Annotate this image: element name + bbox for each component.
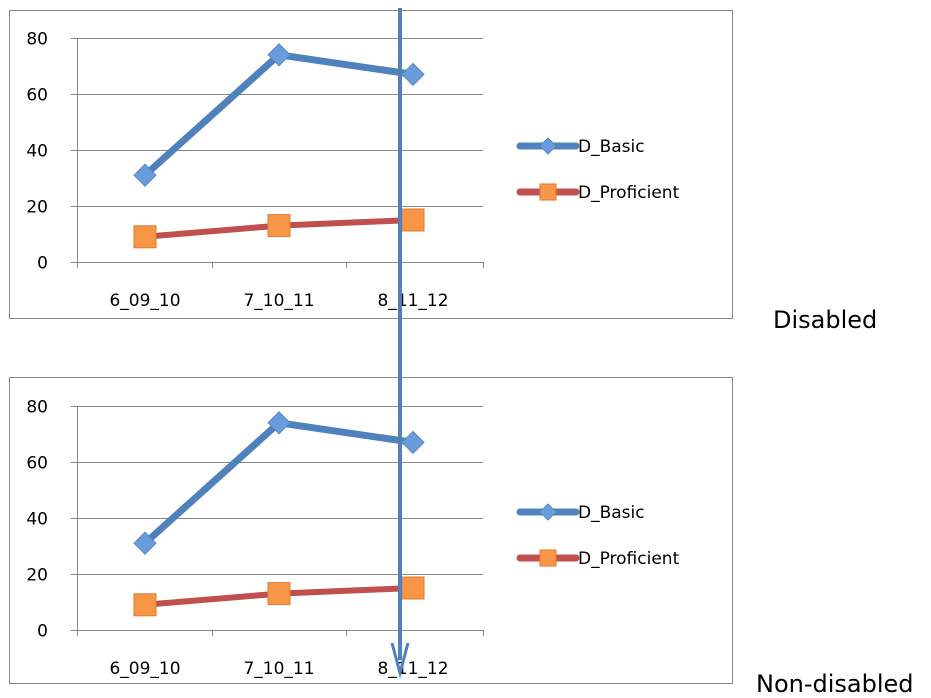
- y-tick-label: 80: [26, 398, 48, 418]
- data-point-D_Proficient: [401, 208, 425, 232]
- data-point-D_Basic: [401, 62, 425, 87]
- chart-frame: [9, 377, 733, 684]
- data-point-D_Basic: [267, 43, 291, 67]
- y-tick-label: 40: [26, 510, 48, 530]
- x-tick-label: 8_11_12: [377, 291, 448, 311]
- x-tick-label: 7_10_11: [243, 659, 314, 679]
- x-tick-label: 6_09_10: [109, 291, 180, 311]
- legend-marker-D_Basic: [539, 503, 557, 521]
- x-tick-label: 6_09_10: [109, 659, 180, 679]
- legend-label: D_Basic: [578, 137, 645, 157]
- data-point-D_Basic: [267, 411, 291, 435]
- group-label-non-disabled: Non-disabled: [756, 670, 914, 698]
- data-point-D_Basic: [133, 163, 157, 187]
- legend-label: D_Proficient: [578, 183, 680, 203]
- legend-marker-D_Proficient: [539, 549, 557, 567]
- data-point-D_Basic: [133, 531, 157, 555]
- y-tick-label: 60: [26, 454, 48, 474]
- chart-disabled: 0 20 40 60 80 6_09_10 7_10_11 8_11_12 D_Basic D_P…: [9, 10, 733, 319]
- arrow-head: [390, 642, 410, 679]
- data-point-D_Basic: [401, 430, 425, 455]
- y-tick-label: 40: [26, 142, 48, 162]
- chart-frame: [9, 10, 733, 319]
- group-label-disabled: Disabled: [773, 306, 878, 334]
- data-point-D_Proficient: [401, 576, 425, 600]
- y-tick-label: 0: [37, 254, 48, 274]
- y-tick-label: 20: [26, 198, 48, 218]
- y-tick-label: 0: [37, 622, 48, 642]
- chart-non-disabled: 0 20 40 60 80 6_09_10 7_10_11 8_11_12 D_Basic D_P…: [9, 377, 733, 684]
- y-tick-label: 20: [26, 566, 48, 586]
- x-tick-label: 8_11_12: [377, 659, 448, 679]
- data-point-D_Proficient: [267, 582, 291, 606]
- legend-label: D_Basic: [578, 503, 645, 523]
- data-point-D_Proficient: [267, 214, 291, 238]
- y-tick-label: 60: [26, 86, 48, 106]
- legend-label: D_Proficient: [578, 549, 680, 569]
- data-point-D_Proficient: [133, 225, 157, 249]
- annotation-arrow: [390, 8, 410, 679]
- legend-marker-D_Basic: [539, 137, 557, 155]
- y-tick-label: 80: [26, 30, 48, 50]
- x-tick-label: 7_10_11: [243, 291, 314, 311]
- legend-marker-D_Proficient: [539, 183, 557, 201]
- data-point-D_Proficient: [133, 593, 157, 617]
